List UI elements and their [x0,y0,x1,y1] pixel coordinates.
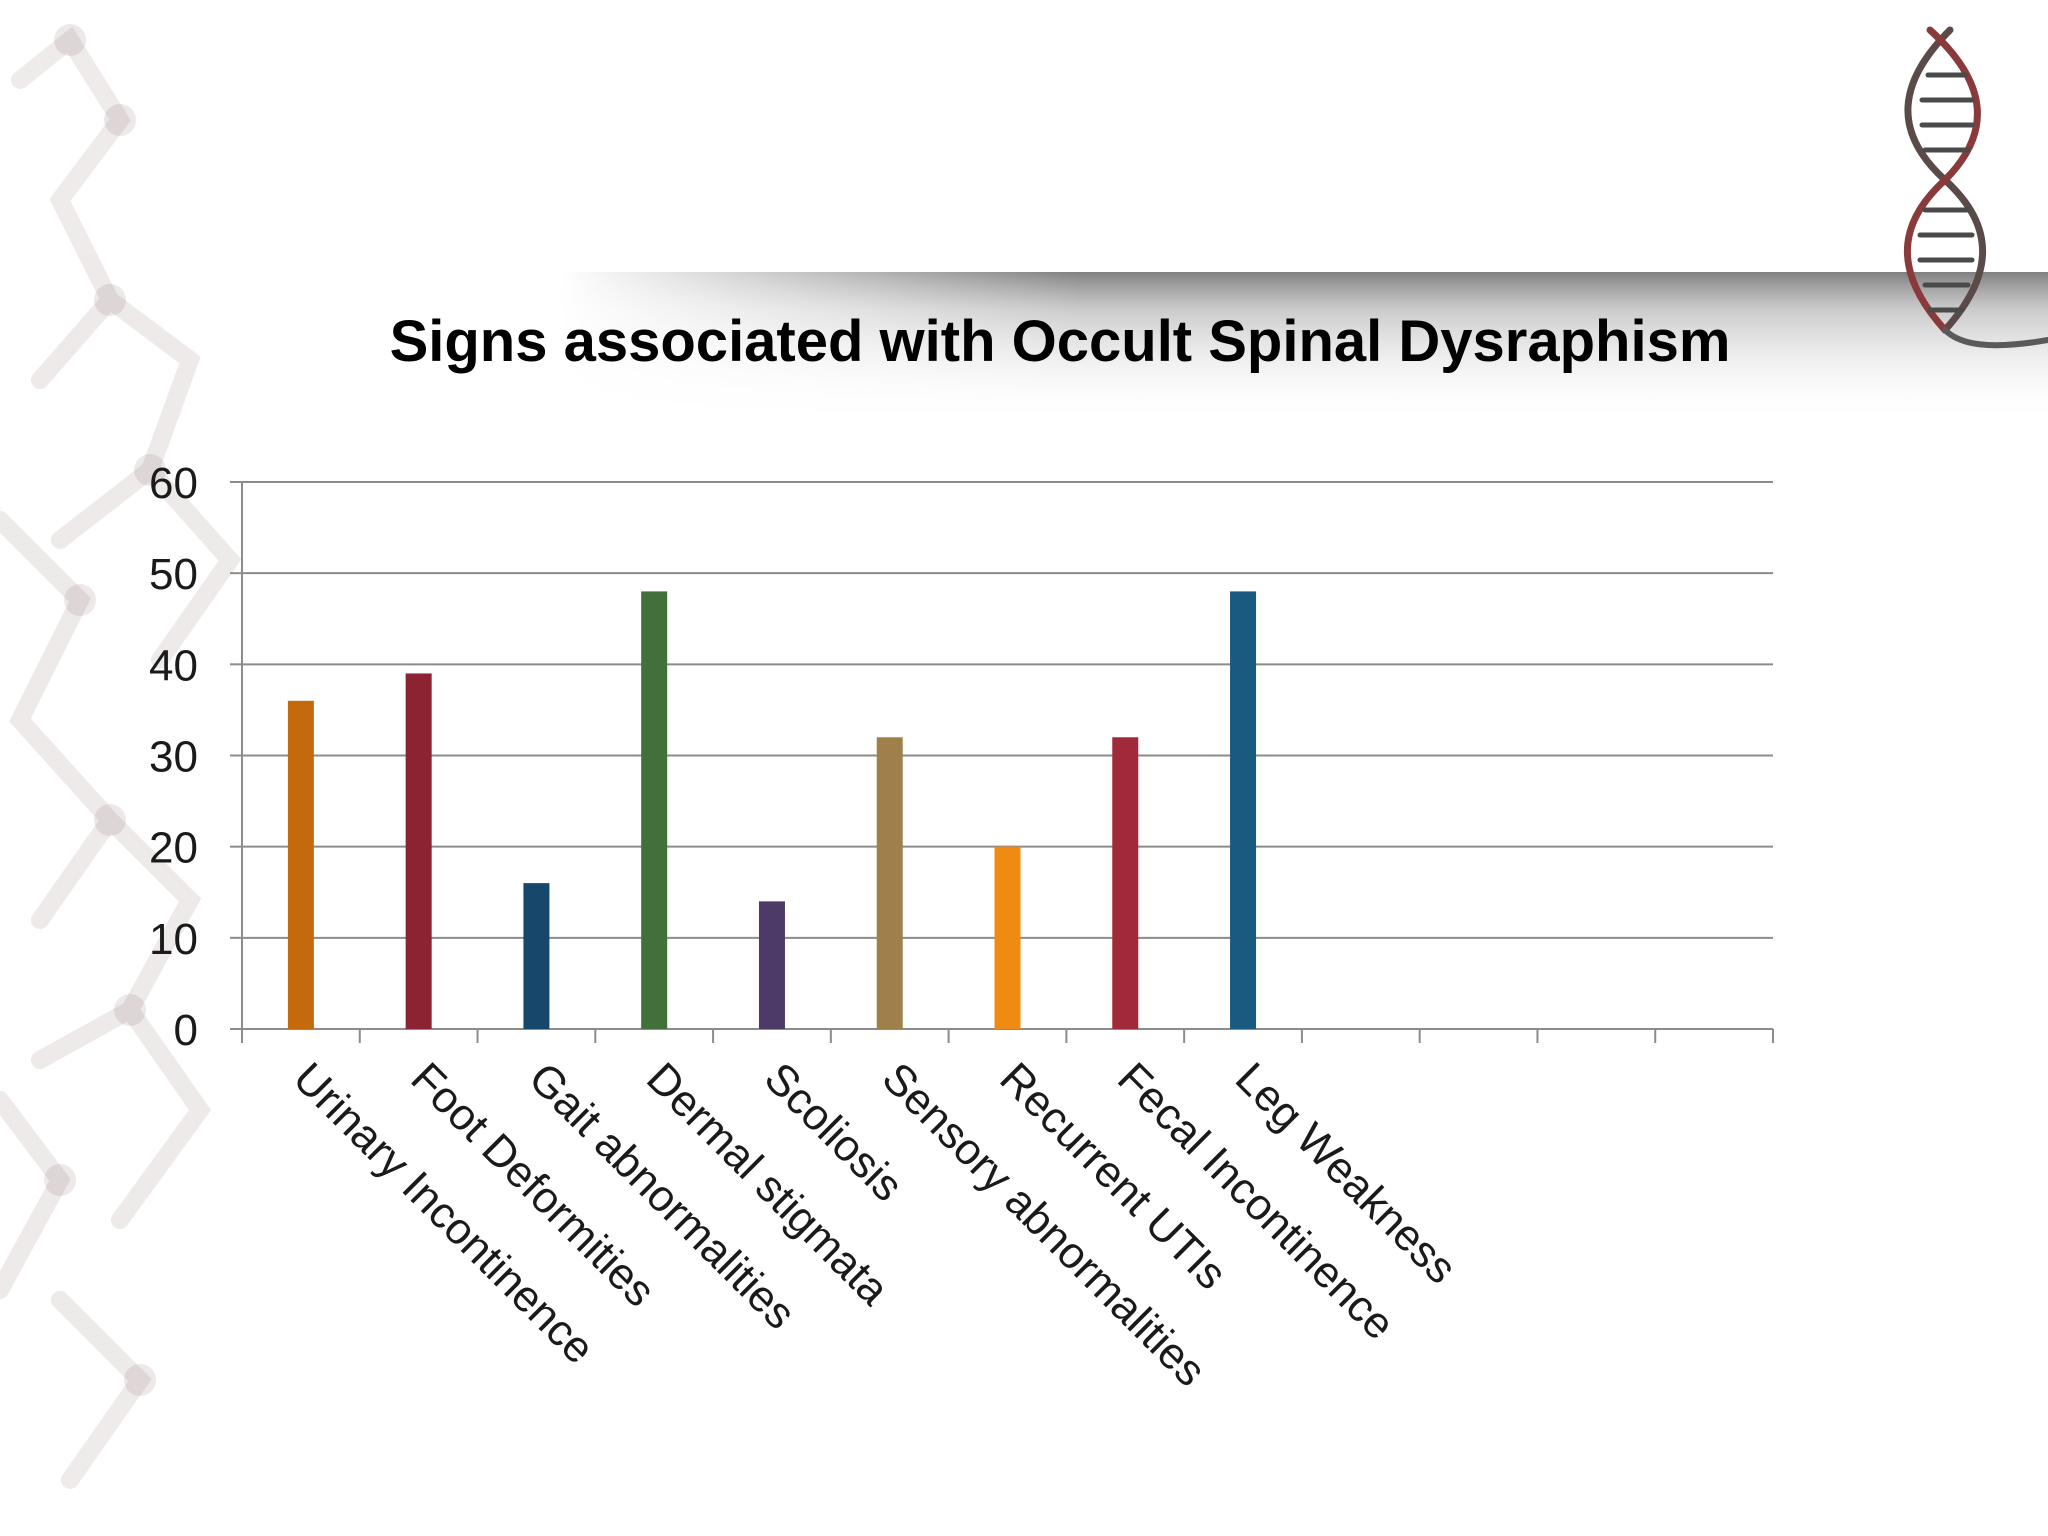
bar [994,846,1021,1029]
bar [758,901,785,1029]
y-tick-label: 30 [149,733,198,782]
y-tick-label: 0 [174,1006,198,1055]
bar [405,673,432,1029]
bars [287,591,1257,1029]
y-tick-label: 20 [149,824,198,873]
y-tick-label: 50 [149,550,198,599]
bar [1112,737,1139,1029]
y-tick-label: 60 [149,459,198,508]
bar [287,700,314,1029]
bar [876,737,903,1029]
bar [523,883,550,1029]
y-tick-label: 10 [149,915,198,964]
bar [641,591,668,1029]
y-tick-label: 40 [149,641,198,690]
bar [1230,591,1257,1029]
molecule-chain-icon [0,26,242,1489]
shadow-band [560,272,2048,422]
molecule-atoms-icon [44,24,166,1396]
y-tick-labels: 0 10 20 30 40 50 60 [149,459,198,1055]
chart-title: Signs associated with Occult Spinal Dysr… [389,309,1731,374]
dna-helix-icon [1904,26,2048,349]
